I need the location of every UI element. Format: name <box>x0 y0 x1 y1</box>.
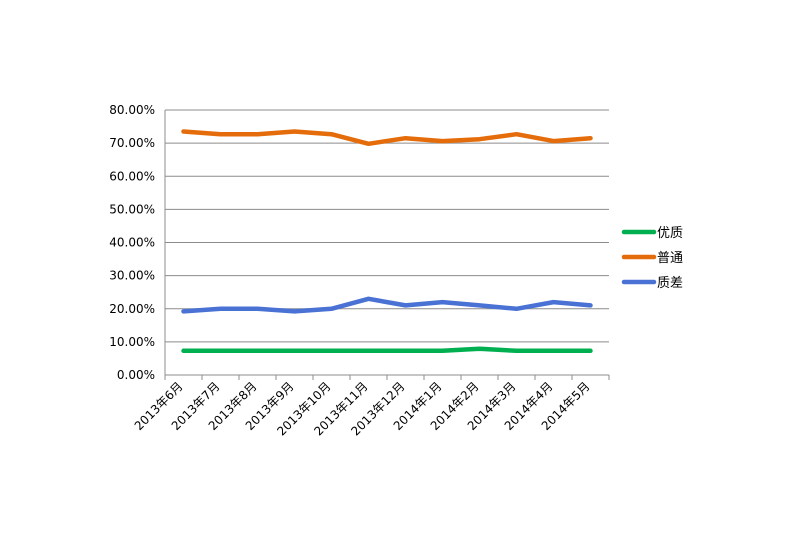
y-tick-label: 60.00% <box>109 169 155 183</box>
legend-label: 普通 <box>657 251 683 266</box>
series-line-0 <box>181 346 593 354</box>
y-tick-label: 70.00% <box>109 136 155 150</box>
y-tick-label: 80.00% <box>109 103 155 117</box>
y-tick-labels: 0.00% 10.00% 20.00% 30.00% 40.00% 50.00% 60.00… <box>109 103 155 382</box>
y-tick-label: 40.00% <box>109 236 155 250</box>
legend-label: 优质 <box>657 226 683 241</box>
y-tick-label: 0.00% <box>117 368 155 382</box>
y-tick-label: 10.00% <box>109 335 155 349</box>
legend-label: 质差 <box>657 276 683 291</box>
y-tick-label: 50.00% <box>109 202 155 216</box>
series-line-1 <box>181 129 593 147</box>
y-tick-label: 30.00% <box>109 269 155 283</box>
series-line-2 <box>181 296 593 314</box>
x-tick-labels: 2013年6月2013年7月2013年8月2013年9月2013年10月2013… <box>132 379 593 438</box>
y-tick-label: 20.00% <box>109 302 155 316</box>
series-lines <box>181 129 593 354</box>
axes <box>164 110 610 380</box>
